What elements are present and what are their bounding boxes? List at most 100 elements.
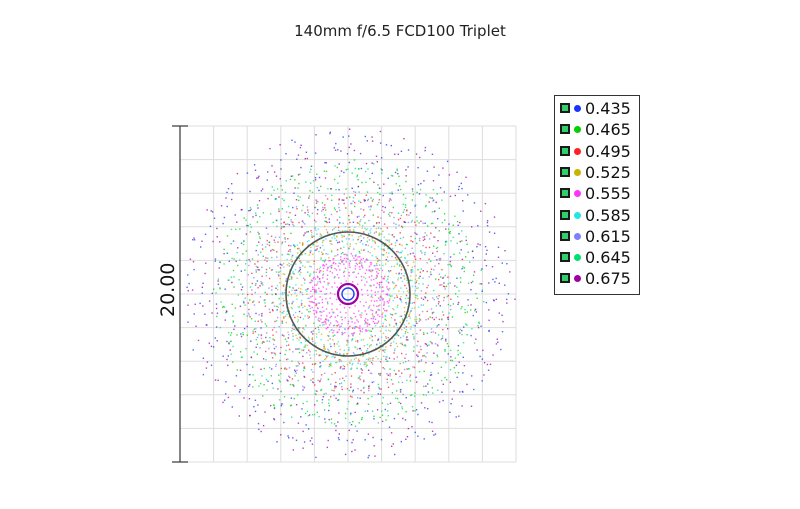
legend-checkbox[interactable] (560, 188, 570, 199)
spot-point (438, 278, 440, 281)
spot-point (254, 169, 257, 171)
spot-point (358, 347, 361, 350)
spot-point (450, 265, 453, 268)
spot-point (227, 396, 230, 399)
spot-point (440, 276, 442, 278)
spot-point (379, 259, 381, 262)
spot-point (437, 303, 440, 305)
spot-point (314, 179, 317, 181)
spot-point (240, 333, 242, 335)
spot-point (320, 333, 323, 335)
legend-checkbox[interactable] (560, 273, 570, 284)
spot-point (331, 389, 333, 391)
legend-item[interactable]: 0.435 (555, 98, 641, 119)
legend-item[interactable]: 0.675 (555, 268, 641, 289)
spot-point (372, 359, 374, 361)
spot-point (302, 243, 304, 245)
spot-point (419, 189, 422, 191)
legend-checkbox[interactable] (560, 252, 570, 263)
legend-item[interactable]: 0.615 (555, 226, 641, 247)
spot-point (483, 362, 486, 364)
spot-point (313, 260, 315, 262)
spot-point (354, 305, 356, 307)
spot-point (475, 311, 478, 313)
spot-point (331, 329, 333, 331)
spot-point (338, 324, 340, 326)
spot-point (414, 289, 417, 292)
legend-checkbox[interactable] (560, 124, 570, 135)
spot-point (237, 247, 239, 249)
spot-point (430, 328, 433, 330)
spot-point (298, 247, 300, 249)
legend-color-dot-icon (574, 254, 581, 262)
spot-point (335, 362, 337, 364)
spot-point (349, 361, 351, 364)
legend-checkbox[interactable] (560, 103, 570, 113)
spot-point (354, 316, 357, 318)
legend-item[interactable]: 0.525 (555, 162, 641, 183)
spot-point (214, 258, 217, 260)
legend-item[interactable]: 0.585 (555, 205, 641, 226)
spot-point (301, 312, 303, 314)
spot-point (332, 311, 334, 313)
spot-point (424, 343, 426, 345)
spot-point (281, 320, 283, 322)
spot-point (375, 256, 377, 258)
spot-point (332, 335, 334, 337)
legend-item[interactable]: 0.555 (555, 183, 641, 204)
spot-point (351, 172, 353, 174)
spot-point (352, 389, 354, 391)
spot-point (280, 405, 283, 407)
spot-point (360, 389, 362, 392)
spot-point (343, 270, 345, 273)
spot-point (387, 410, 389, 412)
spot-point (315, 284, 318, 286)
spot-point (416, 287, 418, 290)
spot-point (333, 394, 335, 397)
spot-point (415, 204, 417, 206)
spot-point (285, 344, 288, 347)
spot-point (262, 425, 265, 427)
spot-point (486, 249, 488, 252)
spot-point (389, 298, 391, 300)
spot-point (315, 304, 317, 307)
legend-checkbox[interactable] (560, 145, 570, 156)
spot-point (331, 251, 333, 253)
spot-series-0.495 (247, 194, 452, 398)
spot-point (316, 311, 318, 313)
spot-point (402, 211, 405, 213)
spot-point (465, 176, 467, 178)
spot-point (356, 174, 359, 176)
legend-item[interactable]: 0.495 (555, 141, 641, 162)
spot-point (356, 348, 358, 350)
spot-point (367, 198, 370, 200)
spot-point (326, 221, 328, 224)
spot-point (324, 321, 327, 323)
legend-checkbox[interactable] (560, 230, 570, 241)
spot-point (338, 345, 340, 347)
spot-point (358, 360, 360, 362)
spot-point (382, 308, 385, 310)
spot-point (337, 241, 339, 244)
spot-point (384, 351, 386, 353)
legend-label: 0.525 (585, 162, 631, 182)
spot-point (388, 289, 390, 291)
spot-point (387, 415, 389, 417)
spot-point (349, 260, 351, 262)
spot-point (492, 354, 494, 356)
spot-point (243, 327, 246, 330)
legend-item[interactable]: 0.465 (555, 119, 641, 140)
spot-point (299, 273, 301, 276)
spot-point (367, 397, 369, 400)
legend-checkbox[interactable] (560, 166, 570, 177)
spot-point (404, 284, 406, 287)
spot-point (193, 237, 195, 239)
spot-point (273, 305, 276, 307)
spot-point (382, 350, 385, 352)
spot-point (381, 169, 383, 171)
spot-point (457, 345, 460, 347)
legend-checkbox[interactable] (560, 209, 570, 220)
spot-point (275, 331, 278, 333)
legend-item[interactable]: 0.645 (555, 247, 641, 268)
spot-point (223, 248, 225, 251)
